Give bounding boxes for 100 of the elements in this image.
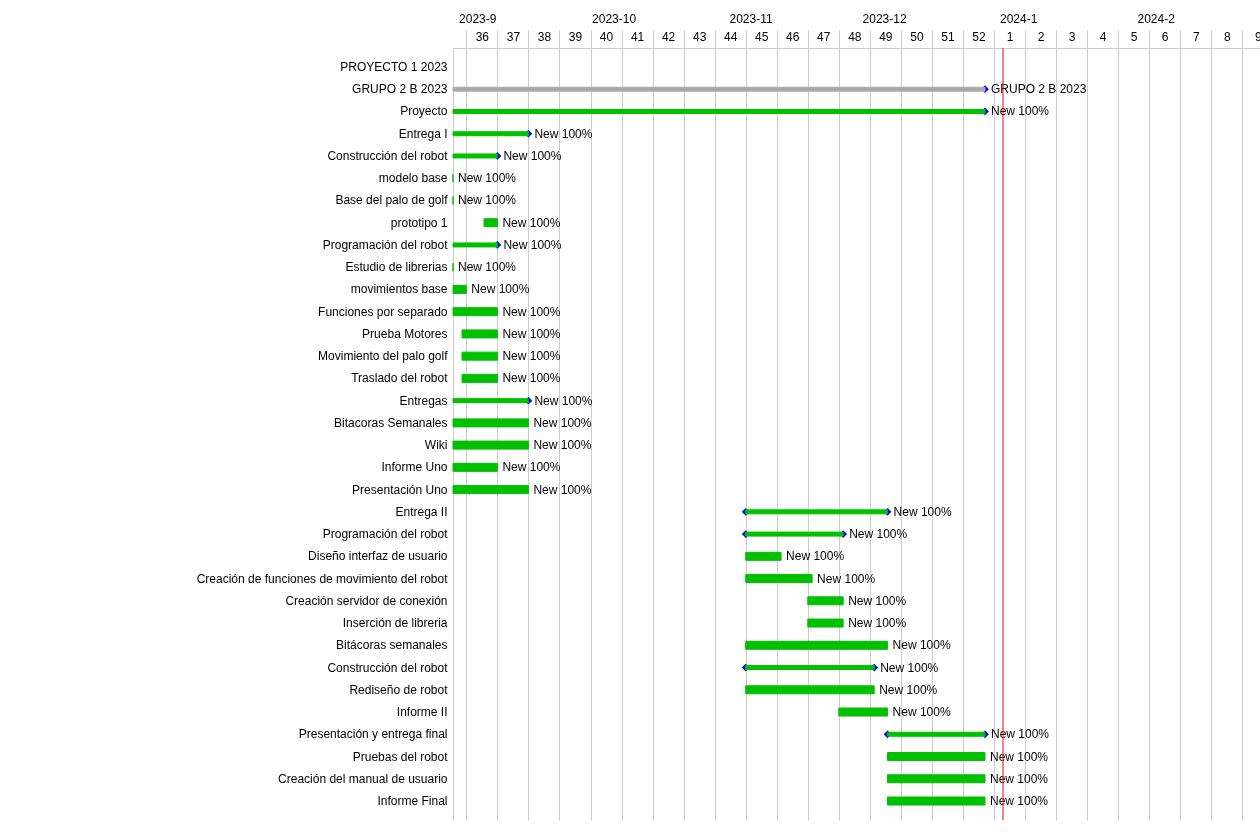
bar xyxy=(887,796,986,806)
x-tick-label: 49 xyxy=(879,29,893,44)
y-tick-label: Presentación Uno xyxy=(352,482,448,497)
text: 2024-1 xyxy=(1000,12,1038,26)
y-tick-label: Traslado del robot xyxy=(351,371,449,386)
bar xyxy=(745,551,782,561)
x-tick-label: 50 xyxy=(910,29,924,44)
y-tick-label: Movimiento del palo golf xyxy=(318,349,449,364)
data-label: GRUPO 2 B 2023 xyxy=(991,82,1087,97)
x-tick-label: 43 xyxy=(692,29,707,44)
y-tick-label: Entrega I xyxy=(398,126,448,141)
bar xyxy=(887,752,986,762)
x-tick-label: 46 xyxy=(786,29,800,44)
y-tick-label: Construcción del robot xyxy=(327,148,449,163)
x2-tick-label: 7 xyxy=(1192,29,1200,44)
y-tick-label: Bitacoras Semanales xyxy=(334,415,448,430)
bar xyxy=(461,329,498,339)
bar xyxy=(807,618,844,628)
bar xyxy=(461,373,498,383)
data-label: New 100% xyxy=(991,104,1050,119)
x2-tick-label: 3 xyxy=(1068,29,1076,44)
bar xyxy=(887,774,986,784)
text: 2023-12 xyxy=(862,12,907,26)
y-tick-label: Entregas xyxy=(399,393,448,408)
y-tick-label: Bitácoras semanales xyxy=(336,638,448,653)
y-tick-label: Diseño interfaz de usuario xyxy=(308,549,448,564)
text: 2023-10 xyxy=(592,12,637,26)
y-tick-label: Informe Uno xyxy=(381,460,448,475)
data-label: New 100% xyxy=(990,749,1049,764)
text: 2023-9 xyxy=(459,12,497,26)
x-tick-label: 39 xyxy=(568,29,583,44)
x2-tick-label: 1 xyxy=(1006,29,1014,44)
x-tick-label: 36 xyxy=(475,29,490,44)
bar xyxy=(452,440,529,450)
y-tick-label: Proyecto xyxy=(400,104,448,119)
data-label: New 100% xyxy=(849,527,908,542)
bar xyxy=(483,218,498,228)
y-tick-label: Creación servidor de conexión xyxy=(285,593,448,608)
bar xyxy=(838,707,889,717)
data-label: New 100% xyxy=(893,504,952,519)
bar xyxy=(745,574,813,584)
data-label: New 100% xyxy=(458,171,517,186)
data-label: New 100% xyxy=(533,415,592,430)
y-tick-label: Informe Final xyxy=(377,794,448,808)
data-label: New 100% xyxy=(534,393,593,408)
data-label: New 100% xyxy=(534,126,593,141)
bar xyxy=(807,596,844,606)
x2-tick-label: 4 xyxy=(1099,29,1107,44)
data-label: New 100% xyxy=(817,571,876,586)
x2-tick-label: 5 xyxy=(1130,29,1138,44)
x-tick-label: 38 xyxy=(537,29,552,44)
y-tick-label: PROYECTO 1 2023 xyxy=(340,60,448,74)
data-label: New 100% xyxy=(990,794,1049,808)
data-label: New 100% xyxy=(502,349,561,364)
data-label: New 100% xyxy=(786,549,845,564)
x-tick-label: 42 xyxy=(661,29,676,44)
data-label: New 100% xyxy=(502,371,561,386)
y-tick-label: Inserción de libreria xyxy=(342,616,448,631)
y-tick-label: Creación de funciones de movimiento del robot xyxy=(196,571,449,586)
x-tick-label: 41 xyxy=(630,29,645,44)
y-tick-label: Construcción del robot xyxy=(327,660,449,675)
bar xyxy=(452,307,498,317)
y-tick-label: Estudio de librerias xyxy=(345,260,448,275)
data-label: New 100% xyxy=(880,660,939,675)
bar xyxy=(452,418,529,428)
bar xyxy=(745,640,889,650)
x-tick-label: 44 xyxy=(723,29,738,44)
data-label: New 100% xyxy=(892,705,951,720)
text: 2023-11 xyxy=(729,12,773,26)
y-tick-label: GRUPO 2 B 2023 xyxy=(352,82,448,97)
x-tick-label: 51 xyxy=(941,29,955,44)
y-tick-label: Pruebas del robot xyxy=(352,749,449,764)
data-label: New 100% xyxy=(502,304,561,319)
x-tick-label: 45 xyxy=(755,29,769,44)
y-tick-label: Presentación y entrega final xyxy=(298,727,448,742)
y-tick-label: Wiki xyxy=(424,438,448,453)
y-tick-label: Base del palo de golf xyxy=(335,193,449,208)
data-label: New 100% xyxy=(892,638,951,653)
data-label: New 100% xyxy=(458,260,517,275)
x-tick-label: 52 xyxy=(972,29,986,44)
bar xyxy=(461,351,498,361)
y-tick-label: Prueba Motores xyxy=(362,326,448,341)
data-label: New 100% xyxy=(502,460,561,475)
bar xyxy=(452,284,467,294)
data-label: New 100% xyxy=(471,282,530,297)
text: 2024-2 xyxy=(1137,12,1176,26)
x-tick-label: 47 xyxy=(817,29,831,44)
y-tick-label: movimientos base xyxy=(350,282,448,297)
data-label: New 100% xyxy=(990,771,1049,786)
data-label: New 100% xyxy=(533,438,592,453)
data-label: New 100% xyxy=(503,237,562,252)
bar xyxy=(452,462,498,472)
y-tick-label: Entrega II xyxy=(395,504,448,519)
data-label: New 100% xyxy=(458,193,517,208)
y-tick-label: Creación del manual de usuario xyxy=(278,771,448,786)
x2-tick-label: 6 xyxy=(1161,29,1169,44)
x2-tick-label: 2 xyxy=(1037,29,1045,44)
x-tick-label: 37 xyxy=(506,29,521,44)
data-label: New 100% xyxy=(879,682,938,697)
data-label: New 100% xyxy=(502,326,561,341)
